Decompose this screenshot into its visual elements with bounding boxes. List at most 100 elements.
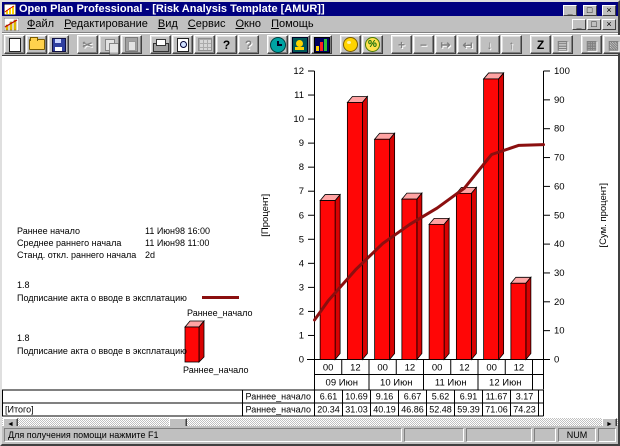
svg-text:11: 11	[294, 90, 304, 101]
print-preview-button[interactable]	[172, 35, 193, 54]
svg-text:100: 100	[554, 66, 570, 77]
legend-bar-value: 1.8	[17, 333, 30, 343]
menu-view[interactable]: Вид	[157, 18, 178, 30]
unlink-activities-icon: ↤	[462, 37, 473, 52]
delete-activity-icon: −	[419, 37, 427, 52]
legend-line-series: Раннее_начало	[187, 308, 253, 318]
restore-button[interactable]: □	[582, 5, 597, 16]
svg-text:46.86: 46.86	[401, 405, 424, 415]
percent-complete-icon: %	[365, 37, 380, 52]
open-document-button[interactable]	[26, 35, 47, 54]
menu-bar: Файл Редактирование Вид Сервис Окно Помо…	[2, 16, 618, 33]
menu-tools[interactable]: Сервис	[187, 18, 226, 30]
stat-early-start-value: 11 Июн98 16:00	[145, 226, 211, 236]
tile-windows-button: ▦	[581, 35, 602, 54]
copy-icon	[104, 38, 119, 55]
child-window-controls: _ □ ×	[571, 18, 618, 30]
import-update-button	[194, 35, 215, 54]
save-document-icon	[51, 37, 66, 52]
document-chart-icon	[4, 17, 19, 31]
menu-window[interactable]: Окно	[235, 18, 262, 30]
svg-text:60: 60	[554, 181, 565, 192]
resource-analysis-button[interactable]	[289, 35, 310, 54]
stat-stddev: Станд. откл. раннего начала	[17, 250, 137, 260]
stat-stddev-value: 2d	[145, 250, 156, 260]
stat-mean-early-start: Среднее раннего начала	[17, 238, 122, 248]
legend-line-caption: Подписание акта о вводе в эксплатацию	[17, 293, 187, 303]
close-button[interactable]: ×	[602, 5, 616, 16]
unlink-activities-button: ↤	[457, 35, 478, 54]
open-document-icon	[28, 37, 45, 50]
svg-text:10: 10	[554, 326, 565, 337]
window-title: Open Plan Professional - [Risk Analysis …	[19, 3, 325, 15]
svg-text:4: 4	[299, 258, 304, 269]
move-up-button: ↑	[501, 35, 522, 54]
cost-analysis-button[interactable]	[340, 35, 361, 54]
menu-edit[interactable]: Редактирование	[64, 18, 148, 30]
new-document-button[interactable]	[4, 35, 25, 54]
tile-windows-icon: ▦	[585, 37, 598, 52]
help-button[interactable]: ?	[216, 35, 237, 54]
notes-button: ▤	[552, 35, 573, 54]
move-up-icon: ↑	[508, 37, 515, 52]
link-activities-icon: ↦	[440, 37, 451, 52]
status-num-lock: NUM	[558, 428, 596, 442]
move-down-icon: ↓	[486, 37, 493, 52]
svg-text:12: 12	[293, 66, 304, 77]
svg-text:00: 00	[323, 363, 334, 374]
add-activity-icon: +	[397, 37, 405, 52]
stat-early-start: Раннее начало	[17, 226, 80, 236]
svg-text:0: 0	[299, 355, 304, 366]
sort-button[interactable]: Z	[530, 35, 551, 54]
minimize-button[interactable]: _	[563, 5, 578, 16]
legend-bar-caption: Подписание акта о вводе в эксплатацию	[17, 346, 187, 356]
copy-button	[99, 35, 120, 55]
status-panel-4	[598, 428, 616, 442]
cost-analysis-icon	[343, 37, 358, 52]
status-panel-3	[534, 428, 556, 442]
svg-text:59.39: 59.39	[457, 405, 480, 415]
new-document-icon	[8, 37, 21, 52]
svg-text:10.69: 10.69	[345, 392, 368, 402]
cut-icon: ✂	[82, 37, 93, 52]
delete-activity-button: −	[413, 35, 434, 54]
paste-button	[121, 35, 142, 54]
move-down-button: ↓	[479, 35, 500, 54]
percent-complete-button[interactable]: %	[362, 35, 383, 54]
save-document-button[interactable]	[48, 35, 69, 54]
svg-text:40.19: 40.19	[373, 405, 396, 415]
cascade-windows-button: ▧	[603, 35, 620, 54]
child-restore-button[interactable]: □	[587, 18, 601, 30]
time-analysis-icon	[269, 36, 286, 53]
time-analysis-button[interactable]	[267, 35, 288, 54]
child-minimize-button[interactable]: _	[572, 18, 586, 30]
svg-text:12: 12	[459, 363, 470, 374]
svg-text:3.17: 3.17	[516, 392, 534, 402]
svg-text:9.16: 9.16	[376, 392, 394, 402]
print-button[interactable]	[150, 35, 171, 54]
svg-text:12 Июн: 12 Июн	[489, 378, 521, 389]
app-icon	[4, 3, 16, 15]
menu-help[interactable]: Помощь	[271, 18, 314, 30]
legend-line-swatch	[202, 296, 239, 299]
svg-text:00: 00	[432, 363, 443, 374]
child-close-button[interactable]: ×	[602, 18, 616, 30]
svg-text:5: 5	[299, 234, 304, 245]
risk-histogram-chart: 01234567891011120102030405060708090100[П…	[2, 66, 609, 417]
svg-text:Раннее_начало: Раннее_начало	[246, 392, 312, 402]
svg-text:[Процент]: [Процент]	[260, 194, 271, 237]
print-preview-icon	[176, 37, 189, 52]
svg-text:20: 20	[554, 297, 565, 308]
svg-text:3: 3	[299, 282, 304, 293]
svg-text:10 Июн: 10 Июн	[380, 378, 412, 389]
risk-analysis-button[interactable]	[311, 35, 332, 54]
svg-text:71.06: 71.06	[485, 405, 508, 415]
help-icon: ?	[222, 37, 231, 52]
svg-text:50: 50	[554, 210, 565, 221]
svg-text:20.34: 20.34	[317, 405, 340, 415]
svg-text:31.03: 31.03	[345, 405, 368, 415]
menu-file[interactable]: Файл	[27, 18, 55, 30]
context-help-icon: ?	[244, 37, 253, 52]
svg-text:90: 90	[554, 95, 565, 106]
